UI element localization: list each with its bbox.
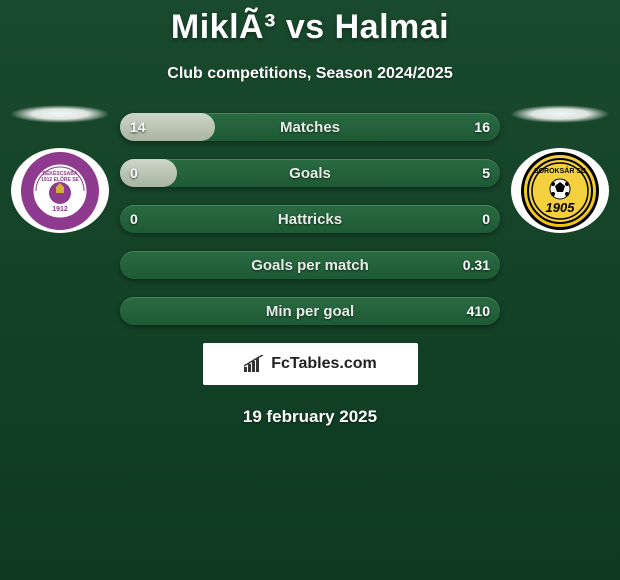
right-badge-svg: SOROKSÁR SC 1905	[525, 156, 595, 226]
player-shadow-right	[510, 105, 610, 123]
date-text: 19 february 2025	[0, 407, 620, 427]
right-badge-inner: SOROKSÁR SC 1905	[521, 152, 599, 230]
svg-text:1912: 1912	[52, 206, 68, 213]
brand-box[interactable]: FcTables.com	[203, 343, 418, 385]
left-badge-text-top: BÉKÉSCSABA	[42, 169, 77, 177]
stat-fill-left	[120, 159, 177, 187]
left-badge-inner: BÉKÉSCSABA 1912 ELŐRE SE 1912	[21, 152, 99, 230]
right-team-badge: SOROKSÁR SC 1905	[511, 148, 609, 233]
stat-value-right: 5	[482, 165, 490, 181]
left-badge-svg: BÉKÉSCSABA 1912 ELŐRE SE 1912	[30, 161, 90, 221]
brand-text: FcTables.com	[271, 355, 377, 373]
stat-row: Goals per match 0.31	[120, 251, 500, 279]
stat-row: 0 Hattricks 0	[120, 205, 500, 233]
stat-value-right: 0.31	[463, 257, 490, 273]
stat-value-left: 0	[130, 211, 138, 227]
stats-list: 14 Matches 16 0 Goals 5 0 Hattricks 0 Goals per m…	[120, 113, 500, 325]
svg-text:1905: 1905	[546, 200, 576, 215]
page-title: MiklÃ³ vs Halmai	[0, 0, 620, 47]
stat-value-right: 16	[474, 119, 490, 135]
stat-value-right: 0	[482, 211, 490, 227]
right-badge-text-top: SOROKSÁR SC	[534, 166, 586, 175]
stat-row: 0 Goals 5	[120, 159, 500, 187]
right-team-column: SOROKSÁR SC 1905	[505, 105, 615, 233]
stat-value-left: 0	[130, 165, 138, 181]
stat-label: Hattricks	[278, 211, 342, 228]
brand-chart-icon	[243, 355, 265, 373]
left-team-badge: BÉKÉSCSABA 1912 ELŐRE SE 1912	[11, 148, 109, 233]
stat-value-left: 14	[130, 119, 146, 135]
left-team-column: BÉKÉSCSABA 1912 ELŐRE SE 1912	[5, 105, 115, 233]
svg-text:1912 ELŐRE SE: 1912 ELŐRE SE	[41, 176, 79, 183]
subtitle: Club competitions, Season 2024/2025	[0, 65, 620, 83]
stat-row: Min per goal 410	[120, 297, 500, 325]
player-shadow-left	[10, 105, 110, 123]
stat-label: Matches	[280, 119, 340, 136]
stat-label: Goals	[289, 165, 331, 182]
stat-label: Min per goal	[266, 303, 354, 320]
stat-row: 14 Matches 16	[120, 113, 500, 141]
stat-label: Goals per match	[251, 257, 369, 274]
stat-value-right: 410	[467, 303, 490, 319]
comparison-content: BÉKÉSCSABA 1912 ELŐRE SE 1912 SOROKSÁR S…	[0, 113, 620, 325]
